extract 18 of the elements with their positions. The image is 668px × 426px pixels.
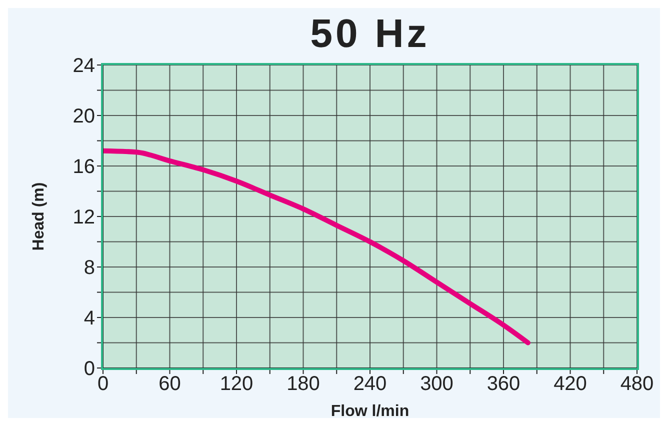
y-tick-label: 24: [72, 55, 95, 78]
y-tick-label: 8: [84, 257, 95, 280]
x-axis-title: Flow l/min: [330, 403, 410, 420]
x-tick-label: 360: [486, 373, 520, 396]
x-tick-label: 240: [353, 373, 387, 396]
y-tick-label: 16: [72, 156, 95, 178]
y-tick-label: 12: [72, 206, 95, 229]
x-tick-label: 420: [554, 373, 587, 396]
y-tick-label: 4: [84, 308, 95, 330]
x-tick-label: 120: [220, 373, 254, 396]
x-tick-label: 480: [620, 373, 654, 396]
y-tick-label: 20: [72, 106, 95, 128]
y-axis-title: Head (m): [30, 182, 48, 251]
x-tick-label: 300: [420, 373, 454, 396]
x-tick-label: 180: [286, 373, 320, 396]
x-tick-label: 60: [158, 373, 181, 396]
y-tick-label: 0: [84, 358, 95, 380]
chart-title: 50 Hz: [309, 12, 431, 57]
